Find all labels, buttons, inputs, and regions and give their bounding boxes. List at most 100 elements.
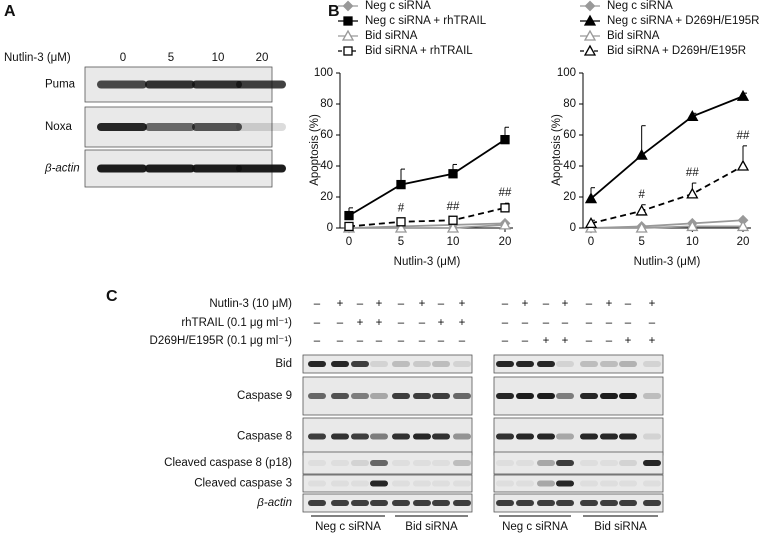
band (331, 480, 349, 487)
blot (493, 451, 664, 475)
band (392, 433, 410, 440)
band (580, 433, 598, 440)
treatment-sign: + (543, 335, 550, 347)
marker (500, 134, 510, 145)
group-label: Bid siRNA (405, 521, 458, 533)
band (370, 460, 388, 466)
x-tick-label: 0 (346, 236, 352, 248)
marker (341, 29, 355, 41)
blot (493, 493, 664, 513)
band (453, 361, 471, 367)
dose-label: 5 (168, 52, 174, 64)
band (392, 500, 410, 506)
band (432, 433, 450, 440)
series-line (348, 138, 506, 217)
marker (446, 221, 460, 233)
band (556, 361, 574, 367)
band (600, 361, 618, 367)
band (351, 433, 369, 440)
treatment-label: D269H/E195R (0.1 μg ml⁻¹) (150, 335, 293, 347)
x-tick-label: 10 (447, 236, 460, 248)
band (145, 164, 195, 173)
x-tick-label: 5 (638, 236, 644, 248)
band (192, 164, 242, 173)
blot-label: β-actin (256, 497, 292, 509)
band (392, 393, 410, 399)
band (537, 393, 555, 399)
x-tick-label: 20 (737, 236, 750, 248)
y-tick-label: 40 (320, 160, 333, 172)
treatment-sign: – (314, 335, 321, 347)
treatment-sign: + (438, 317, 445, 329)
blot-label: Noxa (45, 121, 72, 133)
band (537, 480, 555, 487)
band (192, 123, 242, 131)
y-axis-label: Apoptosis (%) (309, 114, 321, 186)
treatment-sign: – (649, 317, 656, 329)
y-tick-label: 40 (563, 160, 576, 172)
band (236, 123, 286, 131)
treatment-sign: – (606, 317, 613, 329)
significance: # (398, 203, 405, 215)
dose-label: 0 (120, 52, 126, 64)
treatment-sign: – (357, 335, 364, 347)
significance: ## (686, 167, 699, 179)
band (580, 393, 598, 399)
band (308, 393, 326, 399)
treatment-sign: – (337, 335, 344, 347)
treatment-label: rhTRAIL (0.1 μg ml⁻¹) (181, 317, 292, 329)
treatment-sign: + (562, 298, 569, 310)
treatment-sign: + (376, 298, 383, 310)
band (453, 500, 471, 506)
band (643, 361, 661, 367)
treatment-sign: – (502, 335, 509, 347)
marker (498, 218, 512, 230)
band (643, 480, 661, 487)
marker (686, 110, 699, 122)
panel-label: C (106, 288, 118, 305)
treatment-sign: + (459, 298, 466, 310)
band (537, 460, 555, 466)
group-label: Neg c siRNA (502, 521, 568, 533)
band (619, 393, 637, 399)
marker (736, 89, 750, 101)
band (556, 500, 574, 506)
marker (344, 210, 354, 221)
band (145, 80, 195, 89)
band (643, 460, 661, 466)
band (516, 433, 534, 440)
treatment-label: Nutlin-3 (μM) (4, 52, 71, 64)
band (580, 480, 598, 487)
marker (583, 14, 597, 26)
treatment-sign: – (586, 317, 593, 329)
band (600, 460, 618, 466)
marker (584, 192, 598, 204)
band (432, 480, 450, 487)
band (516, 393, 534, 399)
band (192, 80, 242, 89)
marker (343, 46, 353, 56)
marker (394, 221, 408, 233)
marker (686, 187, 699, 199)
band (580, 460, 598, 466)
band (496, 460, 514, 466)
legend-label: Neg c siRNA (607, 0, 673, 12)
blot-label: Bid (275, 358, 292, 370)
band (308, 361, 326, 367)
band (643, 500, 661, 506)
band (453, 393, 471, 399)
legend-label: Neg c siRNA + D269H/E195R (607, 15, 759, 27)
y-tick-label: 60 (563, 129, 576, 141)
treatment-sign: + (649, 298, 656, 310)
marker (736, 159, 750, 171)
band (496, 361, 514, 367)
significance: # (638, 189, 645, 201)
blot (302, 354, 473, 374)
band (537, 361, 555, 367)
treatment-sign: – (376, 335, 383, 347)
band (496, 500, 514, 506)
band (453, 480, 471, 487)
band (308, 433, 326, 440)
band (537, 500, 555, 506)
